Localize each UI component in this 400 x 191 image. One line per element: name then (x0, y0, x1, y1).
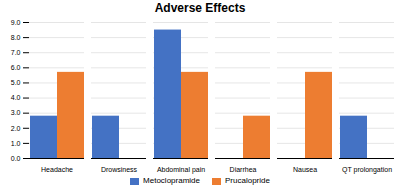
svg-text:8.0: 8.0 (11, 34, 21, 41)
svg-text:2.0: 2.0 (11, 125, 21, 132)
svg-text:3.0: 3.0 (11, 109, 21, 116)
svg-text:Drowsiness: Drowsiness (101, 166, 138, 173)
svg-text:5.0: 5.0 (11, 79, 21, 86)
svg-text:7.0: 7.0 (11, 49, 21, 56)
svg-text:4.0: 4.0 (11, 94, 21, 101)
svg-text:1.0: 1.0 (11, 140, 21, 147)
svg-text:Abdominal pain: Abdominal pain (157, 166, 205, 174)
svg-text:0.0: 0.0 (11, 155, 21, 162)
svg-text:Headache: Headache (41, 166, 73, 173)
svg-text:Nausea: Nausea (293, 166, 317, 173)
svg-text:Diarrhea: Diarrhea (230, 166, 257, 173)
html-text:Metoclopramide: Metoclopramide (143, 176, 200, 185)
html-text:Prucalopride: Prucalopride (225, 176, 270, 185)
svg-text:6.0: 6.0 (11, 64, 21, 71)
svg-text:QT prolongation: QT prolongation (342, 166, 392, 174)
svg-text:9.0: 9.0 (11, 19, 21, 26)
html-text:Adverse Effects: Adverse Effects (154, 1, 246, 15)
